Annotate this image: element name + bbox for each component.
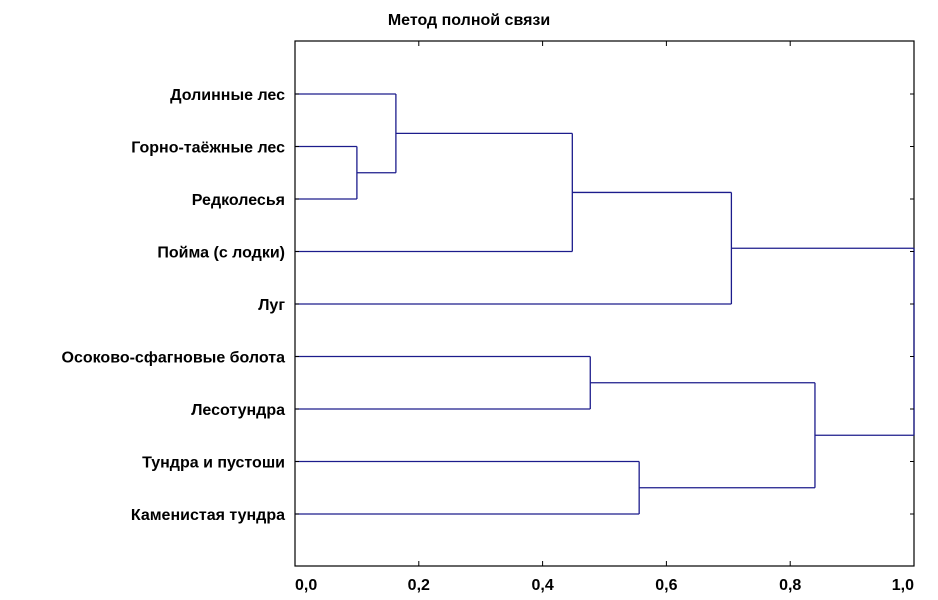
- x-tick-label: 0,2: [408, 577, 430, 594]
- leaf-label: Тундра и пустоши: [142, 455, 285, 472]
- leaf-label: Долинные лес: [170, 87, 285, 104]
- chart-title: Метод полной связи: [388, 12, 550, 29]
- leaf-label: Редколесья: [192, 192, 285, 209]
- x-tick-label: 0,4: [531, 577, 553, 594]
- leaf-label: Каменистая тундра: [131, 507, 285, 524]
- x-tick-label: 1,0: [892, 577, 914, 594]
- leaf-label: Пойма (с лодки): [157, 245, 285, 262]
- x-tick-label: 0,6: [655, 577, 677, 594]
- x-tick-label: 0,8: [779, 577, 801, 594]
- leaf-label: Горно-таёжные лес: [131, 140, 285, 157]
- leaf-label: Лесотундра: [191, 402, 285, 419]
- leaf-label: Луг: [258, 297, 285, 314]
- x-tick-label: 0,0: [295, 577, 317, 594]
- leaf-label: Осоково-сфагновые болота: [62, 350, 286, 367]
